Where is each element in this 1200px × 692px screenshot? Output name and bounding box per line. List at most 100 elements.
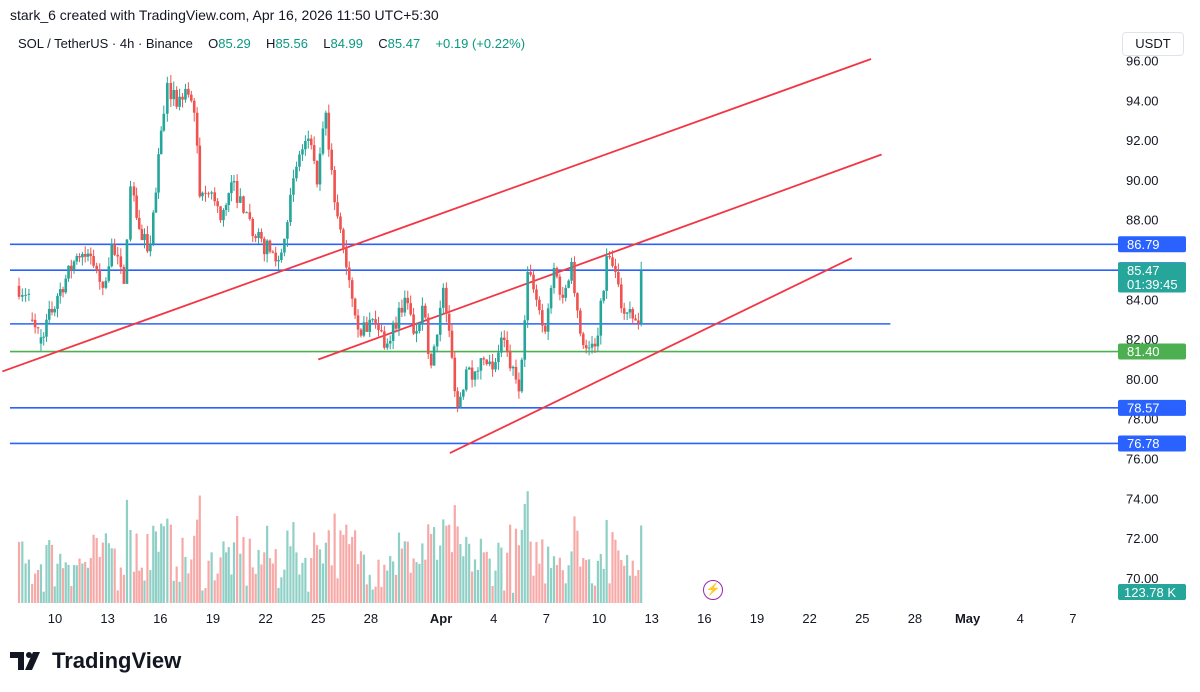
candle-body — [81, 253, 84, 258]
volume-bar — [520, 529, 523, 603]
candle-body — [135, 195, 138, 218]
candle-body — [58, 289, 62, 296]
candle-body — [342, 229, 345, 249]
volume-bar — [225, 552, 228, 603]
candle-body — [494, 362, 497, 370]
volume-bar — [129, 529, 132, 603]
volume-bar — [157, 551, 160, 603]
volume-bar — [230, 574, 233, 603]
candle-body — [511, 366, 515, 369]
currency-button[interactable]: USDT — [1122, 32, 1184, 56]
volume-bar — [394, 574, 398, 603]
candle-body — [125, 239, 129, 284]
candle-body — [39, 337, 43, 344]
volume-bar — [436, 559, 439, 603]
candle-body — [514, 366, 518, 380]
candle-body — [447, 313, 451, 331]
volume-bar — [374, 586, 377, 603]
volume-bar — [184, 556, 187, 603]
time-tick-label: Apr — [430, 611, 452, 626]
volume-bar — [21, 541, 24, 603]
time-tick-label: 28 — [908, 611, 922, 626]
time-tick-label: 7 — [1069, 611, 1076, 626]
volume-label-box — [1118, 584, 1186, 600]
candle-body — [508, 350, 512, 369]
volume-bar — [78, 558, 81, 603]
volume-bar — [383, 564, 386, 603]
candle-body — [403, 297, 407, 313]
candle-body — [315, 160, 319, 185]
volume-bar — [549, 568, 553, 603]
volume-bar — [479, 538, 482, 603]
candle-body — [631, 309, 635, 319]
price-tick-label: 96.00 — [1126, 54, 1159, 69]
volume-bar — [427, 524, 430, 603]
candle-body — [397, 307, 401, 329]
volume-bar — [101, 542, 104, 603]
low-value: 84.99 — [330, 36, 364, 51]
candle-body — [157, 154, 160, 193]
trendline — [317, 153, 882, 361]
volume-bars — [17, 491, 643, 603]
candle-body — [17, 285, 21, 297]
price-axis[interactable]: 96.00 94.00 92.00 90.00 88.00 84.00 82.00 80.00… — [1126, 54, 1159, 586]
volume-bar — [213, 580, 216, 603]
candle-body — [497, 352, 500, 363]
lightning-bolt-icon[interactable]: ⚡ — [703, 580, 723, 600]
candle-body — [380, 330, 383, 332]
candle-body — [336, 202, 339, 217]
trendline — [2, 58, 872, 373]
volume-bar — [166, 518, 169, 603]
volume-bar — [242, 537, 245, 603]
candle-body — [570, 261, 573, 281]
candle-body — [159, 130, 163, 155]
candle-body — [245, 212, 248, 214]
candle-body — [555, 267, 559, 277]
volume-bar — [573, 516, 576, 603]
candle-body — [265, 240, 269, 255]
open-value: 85.29 — [218, 36, 251, 51]
candle-body — [175, 89, 178, 107]
candle-body — [280, 252, 283, 260]
volume-bar — [198, 495, 201, 603]
brand-logo[interactable]: TradingView — [10, 648, 181, 674]
candle-body — [181, 96, 184, 100]
price-label-box — [1118, 343, 1186, 360]
volume-bar — [34, 573, 37, 603]
candle-body — [30, 319, 34, 321]
candle-body — [587, 347, 591, 349]
volume-bar — [298, 574, 301, 603]
volume-bar — [162, 526, 165, 603]
volume-bar — [204, 588, 207, 603]
candle-body — [383, 331, 386, 348]
volume-bar — [169, 524, 172, 603]
candle-body — [178, 96, 181, 107]
volume-bar — [119, 567, 122, 603]
volume-bar — [143, 580, 146, 603]
candle-body — [257, 231, 260, 239]
volume-bar — [140, 567, 143, 603]
horizontal-levels[interactable] — [10, 243, 1118, 445]
volume-bar — [523, 504, 526, 603]
time-axis[interactable]: 10 13 16 19 22 25 28 Apr 4 7 10 13 16 19 22 25 28 May 4 7 — [48, 611, 1077, 626]
symbol-legend[interactable]: SOL / TetherUS · 4h · Binance O85.29 H85… — [18, 36, 525, 51]
candle-body — [116, 254, 120, 257]
volume-bar — [511, 592, 515, 603]
volume-bar — [588, 559, 591, 603]
volume-bar — [362, 554, 365, 603]
candle-body — [409, 303, 412, 315]
volume-bar — [459, 544, 462, 603]
candle-body — [450, 330, 454, 358]
volume-bar — [301, 562, 304, 603]
trendlines[interactable] — [2, 58, 882, 454]
volume-bar — [392, 561, 395, 603]
time-tick-label: 22 — [258, 611, 272, 626]
volume-bar — [579, 566, 582, 603]
volume-bar — [333, 513, 336, 603]
candle-body — [289, 194, 292, 223]
volume-bar — [359, 551, 363, 603]
volume-bar — [471, 571, 474, 603]
volume-bar — [138, 570, 141, 603]
volume-bar — [45, 545, 48, 603]
